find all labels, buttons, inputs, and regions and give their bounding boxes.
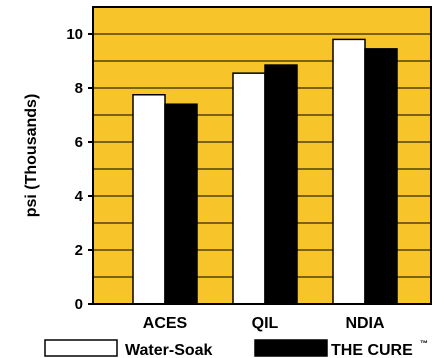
y-tick-label: 0	[75, 296, 83, 313]
bar-ndia-water-soak	[332, 38, 366, 305]
bar-aces-water-soak	[132, 94, 166, 305]
bar-qil-water-soak	[232, 72, 266, 305]
x-tick-label: QIL	[252, 315, 279, 332]
bar-ndia-the-cure	[364, 48, 398, 305]
x-tick-label: ACES	[143, 315, 188, 332]
legend-label-the-cure: THE CURE	[331, 342, 413, 358]
legend-label-water-soak: Water-Soak	[125, 342, 213, 358]
trademark-mark: ™	[420, 339, 428, 348]
legend-swatch-water-soak	[44, 339, 118, 357]
y-tick-label: 6	[75, 134, 83, 151]
y-tick-label: 2	[75, 242, 83, 259]
legend: Water-Soak THE CURE ™	[44, 339, 428, 358]
x-axis-ticks: ACES QIL NDIA	[143, 315, 385, 332]
y-axis-title: psi (Thousands)	[23, 94, 40, 218]
bar-aces-the-cure	[164, 103, 198, 305]
legend-swatch-the-cure	[254, 339, 328, 357]
y-axis-ticks: 0 2 4 6 8 10	[66, 26, 93, 313]
bar-qil-the-cure	[264, 64, 298, 305]
plot-border	[92, 6, 432, 305]
y-tick-label: 8	[75, 80, 83, 97]
y-tick-label: 4	[75, 188, 84, 205]
x-tick-label: NDIA	[345, 315, 385, 332]
y-tick-label: 10	[66, 26, 83, 43]
